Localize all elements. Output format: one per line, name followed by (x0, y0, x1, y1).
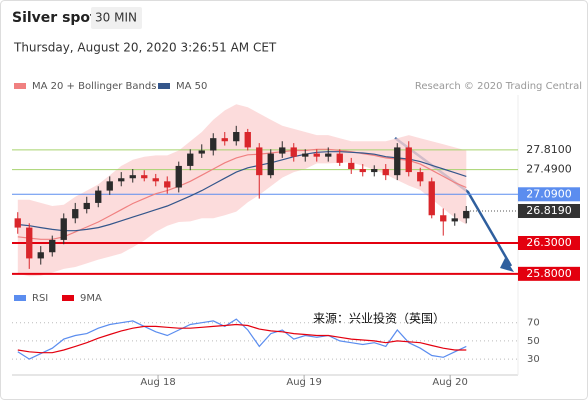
ma-line (17, 151, 467, 232)
legend-swatch (14, 83, 26, 89)
title: Silver spot (12, 10, 97, 26)
candle-body (290, 147, 297, 157)
level-label: 26.3000 (526, 236, 572, 249)
last-price-label: 26.8190 (526, 204, 572, 217)
y-tick-label: 70 (527, 318, 540, 329)
candle-body (233, 132, 240, 142)
candle-body (49, 239, 56, 253)
candle-body (152, 178, 159, 182)
candle-body (26, 227, 33, 259)
legend-label: MA 20 + Bollinger Bands (32, 81, 156, 92)
candle-body (95, 190, 102, 203)
candle-body (417, 172, 424, 182)
legend-label: MA 50 (176, 81, 207, 92)
level-label: 25.8000 (526, 267, 572, 280)
candle-body (141, 175, 148, 179)
watermark: 来源：兴业投资（英国） (313, 311, 445, 326)
datetime: Thursday, August 20, 2020 3:26:51 AM CET (13, 41, 277, 55)
candle-body (440, 215, 447, 222)
candle-body (37, 252, 44, 259)
candle-body (325, 153, 332, 157)
candle-body (371, 169, 378, 173)
candle-body (405, 147, 412, 173)
level-label: 27.4900 (526, 163, 572, 176)
legend-label: 9MA (80, 293, 102, 304)
candle-body (348, 162, 355, 169)
timeframe: 30 MIN (95, 11, 137, 25)
timeframe-box (91, 7, 142, 29)
candle-body (394, 147, 401, 176)
candle-body (336, 153, 343, 163)
y-tick-label: 30 (527, 354, 540, 365)
candle-body (267, 153, 274, 176)
level-box (518, 236, 580, 250)
candle-body (451, 218, 458, 222)
candle-body (382, 169, 389, 176)
candle-body (118, 178, 125, 182)
candle-body (60, 218, 67, 240)
level-label: 27.8100 (526, 143, 572, 156)
rsi-line (17, 323, 467, 354)
level-box (518, 266, 580, 281)
level-label: 27.0900 (526, 187, 572, 200)
candle-body (210, 138, 217, 151)
level-box (518, 187, 580, 202)
legend-label: RSI (32, 293, 48, 304)
candle-body (106, 181, 113, 191)
candle-body (187, 153, 194, 166)
candle-body (359, 169, 366, 173)
last-price-box (518, 203, 580, 218)
candle-body (129, 175, 136, 179)
candle-body (244, 132, 251, 148)
y-tick-label: 50 (527, 336, 540, 347)
candle-body (14, 218, 21, 228)
x-tick-label: Aug 20 (432, 377, 467, 388)
candle-body (221, 138, 228, 142)
candle-body (279, 147, 286, 154)
arrow-head (500, 258, 514, 272)
legend-swatch (14, 295, 26, 301)
candle-body (164, 181, 171, 188)
ma-line (17, 148, 467, 240)
candle-body (463, 210, 470, 219)
candle-body (72, 209, 79, 219)
x-tick-label: Aug 18 (140, 377, 175, 388)
candle-body (83, 202, 90, 210)
candle-body (198, 150, 205, 154)
candle-body (175, 165, 182, 188)
candle-body (302, 153, 309, 157)
candle-body (428, 181, 435, 216)
legend-swatch (158, 83, 170, 89)
bollinger-band (17, 104, 467, 277)
legend-swatch (62, 295, 74, 301)
x-tick-label: Aug 19 (286, 377, 321, 388)
candle-body (256, 147, 263, 176)
candle-body (313, 153, 320, 157)
credit: Research © 2020 Trading Central (415, 81, 582, 92)
